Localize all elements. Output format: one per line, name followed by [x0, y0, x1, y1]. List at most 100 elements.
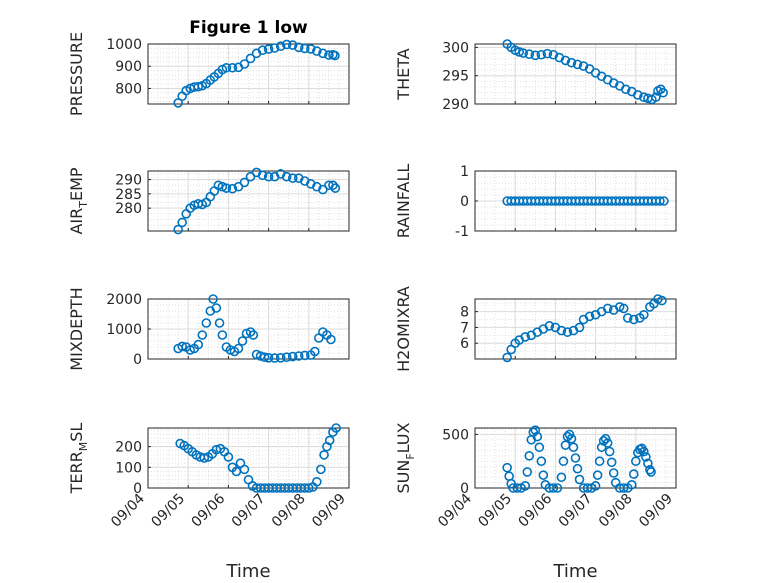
y-tick-label: 8: [460, 305, 469, 321]
data-point: [556, 325, 567, 336]
data-point: [584, 311, 595, 322]
data-point: [606, 457, 617, 468]
data-point: [299, 350, 310, 361]
data-point: [275, 352, 286, 363]
data-point: [594, 456, 605, 467]
data-point: [522, 467, 533, 477]
data-point: [658, 87, 668, 98]
data-point: [287, 351, 298, 362]
data-point: [326, 334, 336, 345]
data-point: [312, 476, 322, 487]
data-point: [319, 450, 329, 460]
data-point: [303, 483, 314, 493]
data-point: [211, 303, 222, 313]
data-point: [245, 53, 256, 64]
y-tick-label: 900: [115, 59, 142, 75]
data-point: [604, 446, 615, 457]
y-tick-label: 2000: [106, 292, 142, 308]
y-axis-label: RAINFALL: [394, 164, 413, 239]
data-point: [221, 183, 232, 193]
y-tick-label: 295: [442, 69, 469, 85]
data-point: [556, 472, 567, 483]
y-tick-label: 500: [442, 427, 469, 443]
data-point: [199, 453, 210, 463]
x-axis-label: Time: [552, 561, 597, 582]
data-point: [299, 43, 310, 54]
y-axis-label: TERRMSL: [67, 423, 90, 495]
data-point: [534, 442, 545, 453]
subplot-theta: 290 295 300 THETA: [394, 39, 677, 113]
axes-frame: [147, 170, 350, 232]
data-point: [643, 458, 653, 469]
data-point: [193, 339, 204, 350]
data-point: [618, 303, 629, 314]
data-point: [646, 467, 656, 477]
data-point: [293, 351, 304, 361]
data-point: [324, 435, 335, 446]
data-point: [237, 336, 248, 346]
data-point: [639, 309, 649, 320]
data-point: [177, 341, 187, 352]
data-point: [248, 330, 259, 340]
data-point: [173, 224, 183, 235]
data-point: [310, 346, 320, 357]
axes-frame: [147, 298, 350, 360]
y-tick-label: 6: [460, 336, 469, 352]
data-point: [330, 183, 341, 193]
data-point: [257, 170, 268, 181]
data-point: [287, 40, 298, 50]
data-point: [259, 352, 270, 363]
data-point: [177, 217, 187, 228]
y-tick-label: 285: [115, 187, 142, 203]
data-point: [324, 50, 334, 60]
data-point: [227, 183, 238, 194]
data-point: [562, 327, 573, 337]
data-point: [542, 48, 553, 59]
y-tick-label: 1000: [106, 37, 142, 53]
data-point: [263, 352, 274, 363]
data-point: [257, 45, 268, 56]
y-tick-label: 0: [133, 481, 142, 497]
figure-title: Figure 1 low: [189, 18, 308, 38]
axes-frame: [474, 170, 677, 232]
data-point: [514, 47, 525, 57]
data-point: [530, 50, 541, 61]
data-point: [239, 464, 250, 475]
data-point: [233, 343, 244, 354]
data-point: [281, 171, 292, 182]
y-axis-label: SUNFLUX: [394, 422, 417, 493]
data-point: [532, 431, 543, 442]
data-point: [639, 446, 649, 457]
data-point: [502, 352, 512, 363]
y-tick-label: 280: [115, 201, 142, 217]
data-point: [633, 90, 643, 100]
y-tick-label: 0: [460, 481, 469, 497]
data-point: [263, 44, 274, 54]
data-point: [330, 50, 340, 61]
data-point: [245, 327, 256, 337]
y-tick-label: 290: [115, 173, 142, 189]
data-point: [602, 303, 613, 314]
data-point: [275, 41, 286, 52]
y-tick-label: 1: [460, 164, 469, 180]
data-point: [566, 57, 577, 68]
data-point: [208, 294, 218, 304]
data-point: [574, 474, 585, 485]
data-point: [572, 59, 583, 70]
data-point: [626, 479, 637, 490]
subplot-h2omixra: 678 H2OMIXRA: [394, 286, 677, 372]
data-point: [223, 452, 234, 462]
data-point: [221, 62, 232, 73]
y-axis-label: AIRTEMP: [67, 167, 90, 234]
data-point: [328, 180, 338, 191]
data-point: [570, 453, 581, 463]
data-point: [201, 318, 212, 328]
data-point: [558, 456, 569, 467]
data-point: [574, 322, 585, 333]
data-point: [518, 48, 529, 58]
data-point: [568, 442, 579, 453]
data-point: [622, 313, 633, 323]
y-axis-label: THETA: [394, 48, 413, 100]
data-point: [630, 456, 641, 467]
